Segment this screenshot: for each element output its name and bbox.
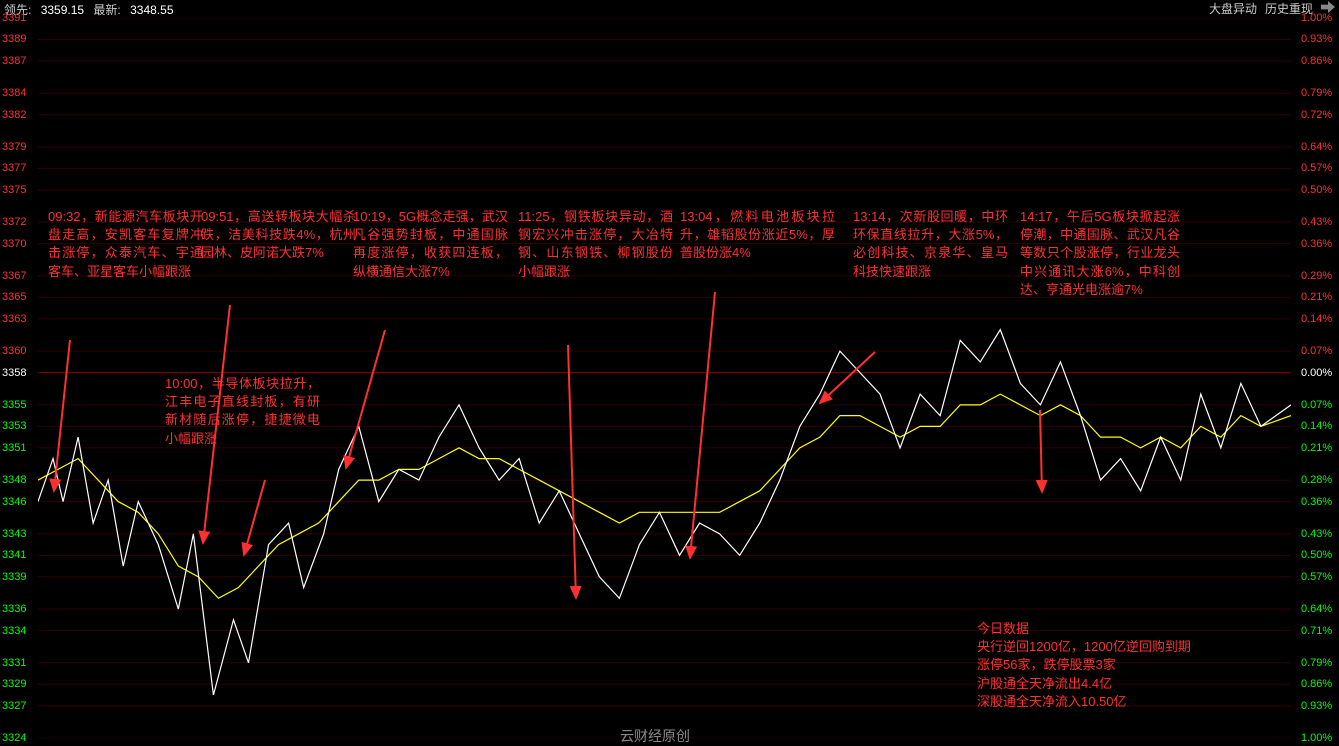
- y-tick-left: 3363: [2, 313, 26, 325]
- y-tick-left: 3334: [2, 625, 26, 637]
- y-tick-left: 3389: [2, 33, 26, 45]
- y-axis-right: 1.00%0.93%0.86%0.79%0.72%0.64%0.57%0.50%…: [1301, 18, 1339, 738]
- y-tick-right: 0.21%: [1301, 291, 1332, 303]
- y-tick-left: 3331: [2, 657, 26, 669]
- y-tick-right: 0.57%: [1301, 162, 1332, 174]
- y-tick-right: 0.14%: [1301, 313, 1332, 325]
- y-tick-left: 3379: [2, 141, 26, 153]
- y-tick-right: 0.64%: [1301, 603, 1332, 615]
- y-tick-left: 3367: [2, 270, 26, 282]
- y-tick-right: 0.86%: [1301, 678, 1332, 690]
- y-tick-right: 0.86%: [1301, 55, 1332, 67]
- y-tick-left: 3358: [2, 367, 26, 379]
- y-tick-left: 3391: [2, 12, 26, 24]
- y-tick-right: 0.00%: [1301, 367, 1332, 379]
- big-move-button[interactable]: 大盘异动: [1209, 0, 1257, 17]
- watermark: 云财经原创: [620, 726, 690, 746]
- y-tick-left: 3365: [2, 291, 26, 303]
- y-tick-right: 0.64%: [1301, 141, 1332, 153]
- y-tick-right: 0.29%: [1301, 270, 1332, 282]
- y-tick-right: 0.43%: [1301, 528, 1332, 540]
- y-axis-left: 3391338933873384338233793377337533723370…: [0, 18, 38, 738]
- y-tick-left: 3375: [2, 184, 26, 196]
- y-tick-right: 0.07%: [1301, 345, 1332, 357]
- y-tick-left: 3377: [2, 162, 26, 174]
- daily-data-line: 深股通全天净流入10.50亿: [977, 693, 1191, 711]
- y-tick-right: 0.93%: [1301, 700, 1332, 712]
- latest-value: 3348.55: [130, 3, 173, 17]
- y-tick-right: 0.36%: [1301, 496, 1332, 508]
- y-tick-right: 0.50%: [1301, 184, 1332, 196]
- y-tick-right: 0.71%: [1301, 625, 1332, 637]
- y-tick-left: 3351: [2, 442, 26, 454]
- latest-label: 最新:: [93, 3, 120, 17]
- y-tick-left: 3370: [2, 238, 26, 250]
- y-tick-left: 3355: [2, 399, 26, 411]
- y-tick-right: 0.21%: [1301, 442, 1332, 454]
- y-tick-left: 3336: [2, 603, 26, 615]
- y-tick-right: 0.36%: [1301, 238, 1332, 250]
- daily-data-box: 今日数据央行逆回1200亿，1200亿逆回购到期涨停56家，跌停股票3家沪股通全…: [977, 620, 1191, 711]
- y-tick-right: 0.79%: [1301, 87, 1332, 99]
- y-tick-right: 0.50%: [1301, 549, 1332, 561]
- daily-data-line: 央行逆回1200亿，1200亿逆回购到期: [977, 638, 1191, 656]
- y-tick-right: 0.14%: [1301, 420, 1332, 432]
- y-tick-left: 3348: [2, 474, 26, 486]
- y-tick-right: 0.93%: [1301, 33, 1332, 45]
- y-tick-left: 3387: [2, 55, 26, 67]
- daily-data-line: 涨停56家，跌停股票3家: [977, 656, 1191, 674]
- y-tick-right: 1.00%: [1301, 12, 1332, 24]
- y-tick-left: 3384: [2, 87, 26, 99]
- index-line-yellow: [38, 394, 1291, 598]
- daily-data-line: 沪股通全天净流出4.4亿: [977, 675, 1191, 693]
- y-tick-right: 0.28%: [1301, 474, 1332, 486]
- y-tick-left: 3324: [2, 732, 26, 744]
- y-tick-right: 0.79%: [1301, 657, 1332, 669]
- y-tick-left: 3343: [2, 528, 26, 540]
- y-tick-right: 0.07%: [1301, 399, 1332, 411]
- y-tick-left: 3339: [2, 571, 26, 583]
- y-tick-left: 3372: [2, 216, 26, 228]
- y-tick-left: 3353: [2, 420, 26, 432]
- y-tick-left: 3382: [2, 109, 26, 121]
- y-tick-left: 3360: [2, 345, 26, 357]
- y-tick-left: 3329: [2, 678, 26, 690]
- y-tick-right: 1.00%: [1301, 732, 1332, 744]
- y-tick-right: 0.43%: [1301, 216, 1332, 228]
- y-tick-left: 3346: [2, 496, 26, 508]
- header-bar: 领先: 3359.15 最新: 3348.55 大盘异动 历史重现: [0, 0, 1339, 18]
- y-tick-right: 0.72%: [1301, 109, 1332, 121]
- y-tick-left: 3327: [2, 700, 26, 712]
- header-left: 领先: 3359.15 最新: 3348.55: [4, 1, 180, 18]
- y-tick-left: 3341: [2, 549, 26, 561]
- daily-data-line: 今日数据: [977, 620, 1191, 638]
- y-tick-right: 0.57%: [1301, 571, 1332, 583]
- lead-value: 3359.15: [41, 3, 84, 17]
